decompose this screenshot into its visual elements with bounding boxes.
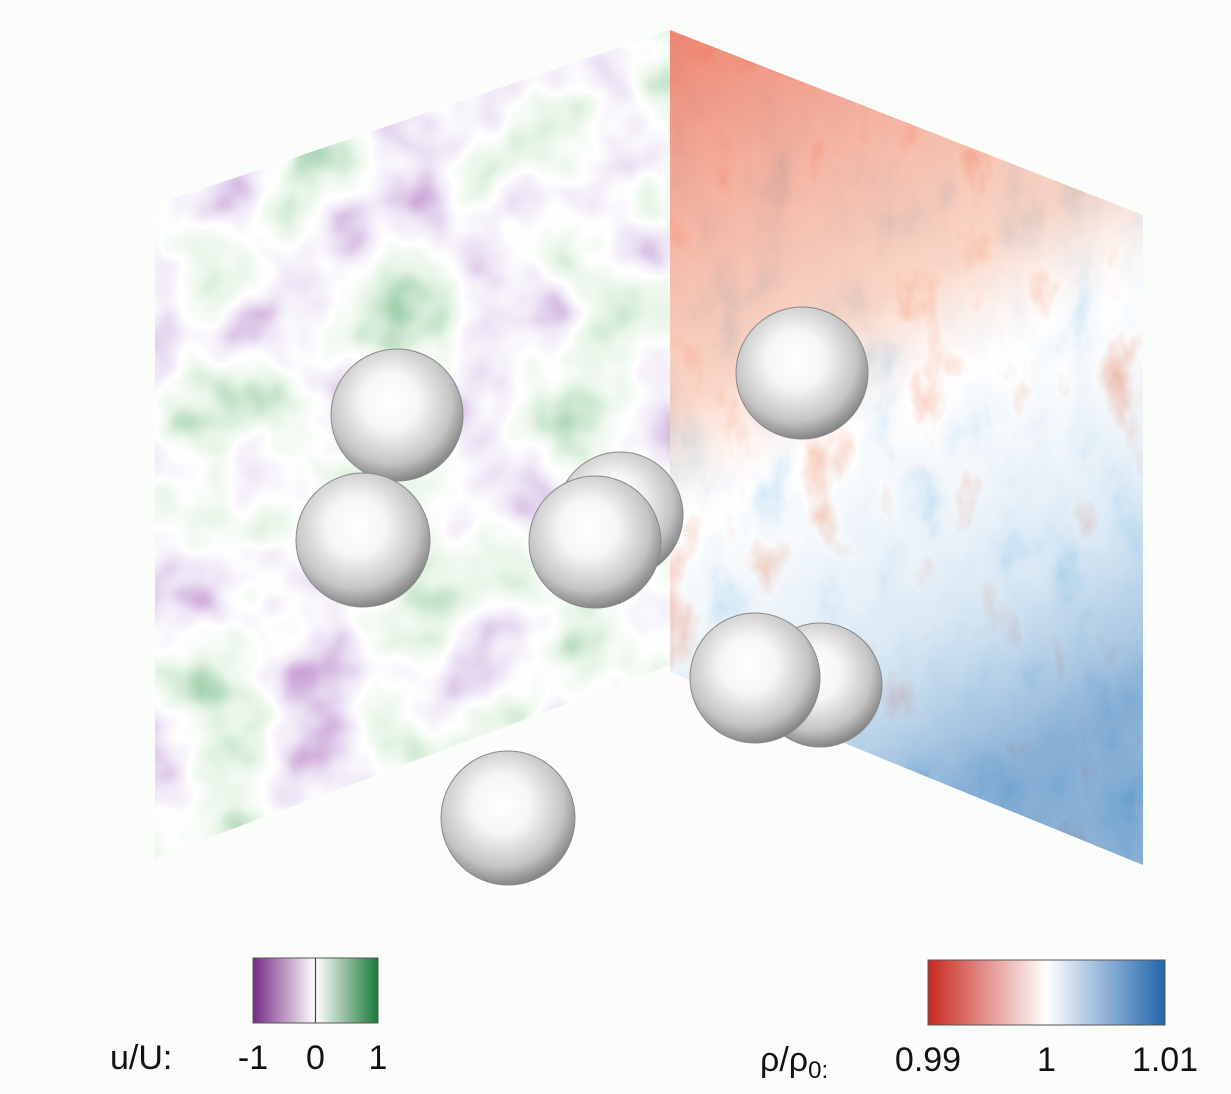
label-main: ρ/ρ xyxy=(760,1041,808,1079)
sphere xyxy=(441,751,575,885)
tick-label: 1 xyxy=(369,1039,388,1077)
sphere xyxy=(736,307,868,439)
label-subscript: 0: xyxy=(808,1057,828,1084)
label-main: u/U: xyxy=(110,1039,172,1077)
tick-label: -1 xyxy=(238,1039,268,1077)
tick-label: 1 xyxy=(1037,1041,1056,1079)
density-plane xyxy=(665,25,1150,870)
sphere xyxy=(331,349,463,481)
sphere xyxy=(690,613,820,743)
tick-label: 1.01 xyxy=(1132,1041,1198,1079)
sphere xyxy=(529,476,661,608)
colorbar-label: u/U: xyxy=(110,1039,172,1077)
tick-label: 0 xyxy=(306,1039,325,1077)
colorbar-label: ρ/ρ0: xyxy=(760,1041,828,1084)
figure: -1 0 1 u/U: 0.99 1 1.01 ρ/ρ0: xyxy=(0,0,1231,1094)
colorbar xyxy=(928,960,1165,1025)
sphere xyxy=(296,473,430,607)
tick-label: 0.99 xyxy=(895,1041,961,1079)
colorbars: -1 0 1 u/U: 0.99 1 1.01 ρ/ρ0: xyxy=(110,958,1198,1084)
